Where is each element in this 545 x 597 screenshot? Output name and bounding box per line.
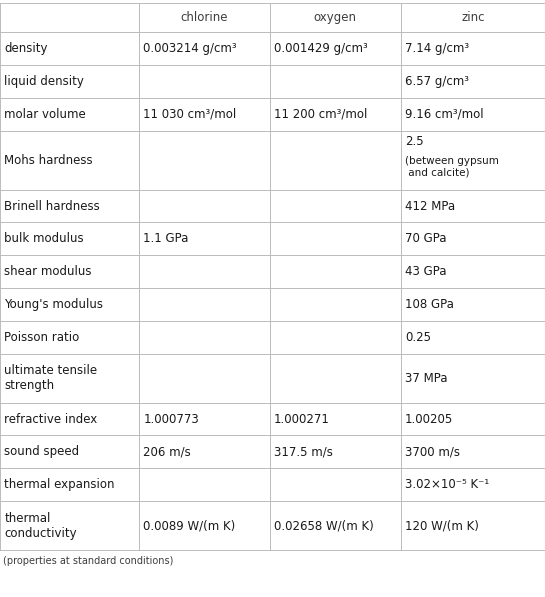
Text: 0.0089 W/(m K): 0.0089 W/(m K) xyxy=(143,519,235,532)
Text: thermal expansion: thermal expansion xyxy=(4,478,115,491)
Text: 3.02×10⁻⁵ K⁻¹: 3.02×10⁻⁵ K⁻¹ xyxy=(405,478,489,491)
Text: 0.02658 W/(m K): 0.02658 W/(m K) xyxy=(274,519,374,532)
Text: Young's modulus: Young's modulus xyxy=(4,298,104,311)
Text: Mohs hardness: Mohs hardness xyxy=(4,153,93,167)
Text: Poisson ratio: Poisson ratio xyxy=(4,331,80,344)
Text: 1.000773: 1.000773 xyxy=(143,413,199,426)
Text: density: density xyxy=(4,42,48,56)
Text: refractive index: refractive index xyxy=(4,413,98,426)
Text: 70 GPa: 70 GPa xyxy=(405,232,446,245)
Text: 0.001429 g/cm³: 0.001429 g/cm³ xyxy=(274,42,368,56)
Text: zinc: zinc xyxy=(461,11,485,24)
Text: (properties at standard conditions): (properties at standard conditions) xyxy=(3,556,173,566)
Text: 1.000271: 1.000271 xyxy=(274,413,330,426)
Text: 11 200 cm³/mol: 11 200 cm³/mol xyxy=(274,108,367,121)
Text: liquid density: liquid density xyxy=(4,75,84,88)
Text: 37 MPa: 37 MPa xyxy=(405,371,447,384)
Text: 317.5 m/s: 317.5 m/s xyxy=(274,445,333,458)
Text: 6.57 g/cm³: 6.57 g/cm³ xyxy=(405,75,469,88)
Text: oxygen: oxygen xyxy=(314,11,356,24)
Text: chlorine: chlorine xyxy=(180,11,228,24)
Text: Brinell hardness: Brinell hardness xyxy=(4,199,100,213)
Text: thermal
conductivity: thermal conductivity xyxy=(4,512,77,540)
Text: 412 MPa: 412 MPa xyxy=(405,199,455,213)
Text: shear modulus: shear modulus xyxy=(4,265,92,278)
Text: 206 m/s: 206 m/s xyxy=(143,445,191,458)
Text: 1.00205: 1.00205 xyxy=(405,413,453,426)
Text: 0.25: 0.25 xyxy=(405,331,431,344)
Text: (between gypsum
 and calcite): (between gypsum and calcite) xyxy=(405,156,499,177)
Text: 1.1 GPa: 1.1 GPa xyxy=(143,232,189,245)
Text: 9.16 cm³/mol: 9.16 cm³/mol xyxy=(405,108,483,121)
Text: 108 GPa: 108 GPa xyxy=(405,298,454,311)
Text: 2.5: 2.5 xyxy=(405,136,423,148)
Text: ultimate tensile
strength: ultimate tensile strength xyxy=(4,364,98,392)
Text: bulk modulus: bulk modulus xyxy=(4,232,84,245)
Text: 11 030 cm³/mol: 11 030 cm³/mol xyxy=(143,108,237,121)
Text: 43 GPa: 43 GPa xyxy=(405,265,446,278)
Text: 120 W/(m K): 120 W/(m K) xyxy=(405,519,479,532)
Text: 3700 m/s: 3700 m/s xyxy=(405,445,460,458)
Text: 7.14 g/cm³: 7.14 g/cm³ xyxy=(405,42,469,56)
Text: sound speed: sound speed xyxy=(4,445,80,458)
Text: molar volume: molar volume xyxy=(4,108,86,121)
Text: 0.003214 g/cm³: 0.003214 g/cm³ xyxy=(143,42,237,56)
